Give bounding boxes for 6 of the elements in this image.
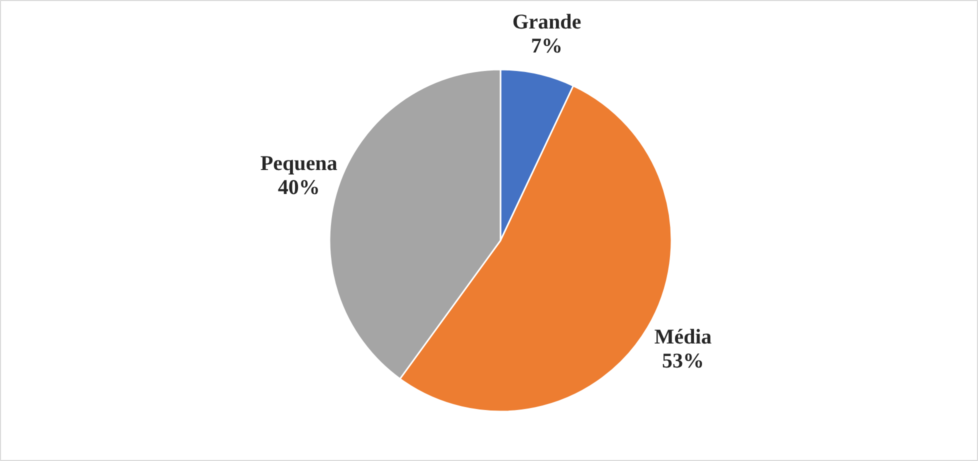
data-label: 53% — [662, 348, 704, 372]
slice-label: Grande — [512, 10, 582, 34]
data-label: 7% — [531, 34, 563, 58]
slice-label: Média — [654, 324, 712, 348]
slice-label: Pequena — [260, 150, 338, 175]
data-label: 40% — [278, 174, 320, 199]
